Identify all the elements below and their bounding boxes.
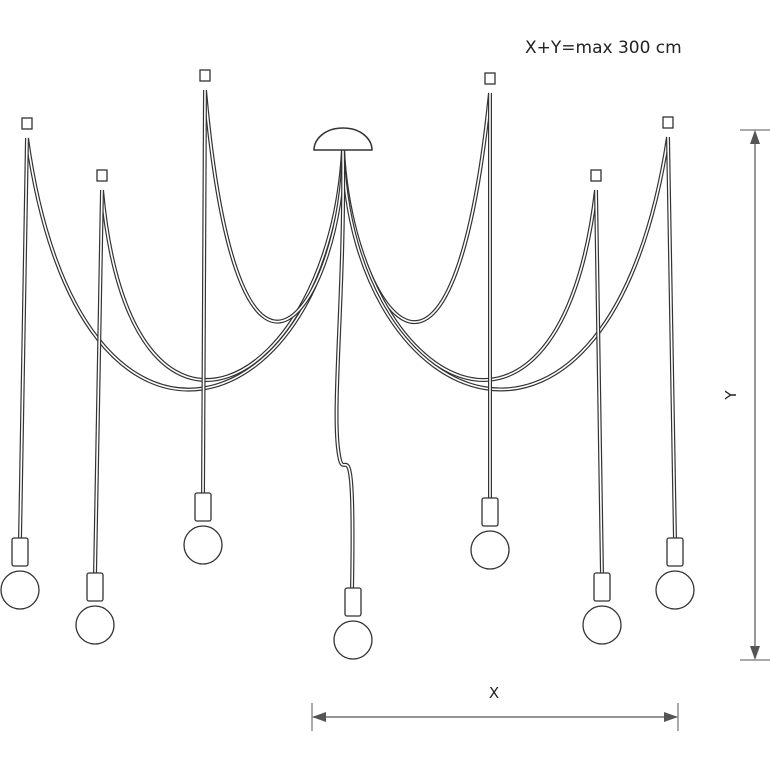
hook: [484, 72, 496, 85]
cable-core: [342, 149, 597, 381]
bulb: [75, 605, 115, 645]
socket: [344, 587, 362, 617]
arrow: [312, 712, 326, 722]
bulb: [0, 570, 40, 610]
socket: [481, 497, 499, 527]
cable: [341, 92, 492, 324]
bulb: [183, 525, 223, 565]
cable-core: [19, 137, 28, 541]
cable-core: [202, 89, 206, 496]
y-label: Y: [722, 390, 740, 401]
cable: [341, 136, 670, 392]
hook: [662, 116, 674, 129]
bulb: [333, 620, 373, 660]
socket: [593, 572, 611, 602]
arrow: [664, 712, 678, 722]
hook: [96, 169, 108, 182]
cable: [100, 149, 345, 382]
arrow: [750, 646, 760, 660]
cable-core: [595, 189, 603, 576]
hook: [590, 169, 602, 182]
cable-core: [204, 89, 344, 323]
hook: [21, 117, 33, 130]
cable: [203, 89, 346, 324]
socket: [194, 492, 212, 522]
bulb: [582, 605, 622, 645]
cable-core: [342, 92, 491, 323]
bulb: [470, 530, 510, 570]
socket: [666, 537, 684, 567]
cable-core: [94, 189, 103, 576]
cable-core: [667, 136, 676, 541]
x-label: X: [489, 684, 499, 702]
socket: [86, 572, 104, 602]
cable-core: [26, 137, 344, 391]
arrow: [750, 130, 760, 144]
bulb: [655, 570, 695, 610]
cable-core: [342, 136, 669, 391]
note: X+Y=max 300 cm: [525, 38, 682, 58]
socket: [11, 537, 29, 567]
cable-core: [335, 149, 354, 591]
hook: [199, 69, 211, 82]
canopy: [313, 127, 373, 151]
cable-core: [101, 149, 344, 381]
cable: [341, 149, 598, 382]
cable: [25, 137, 345, 392]
